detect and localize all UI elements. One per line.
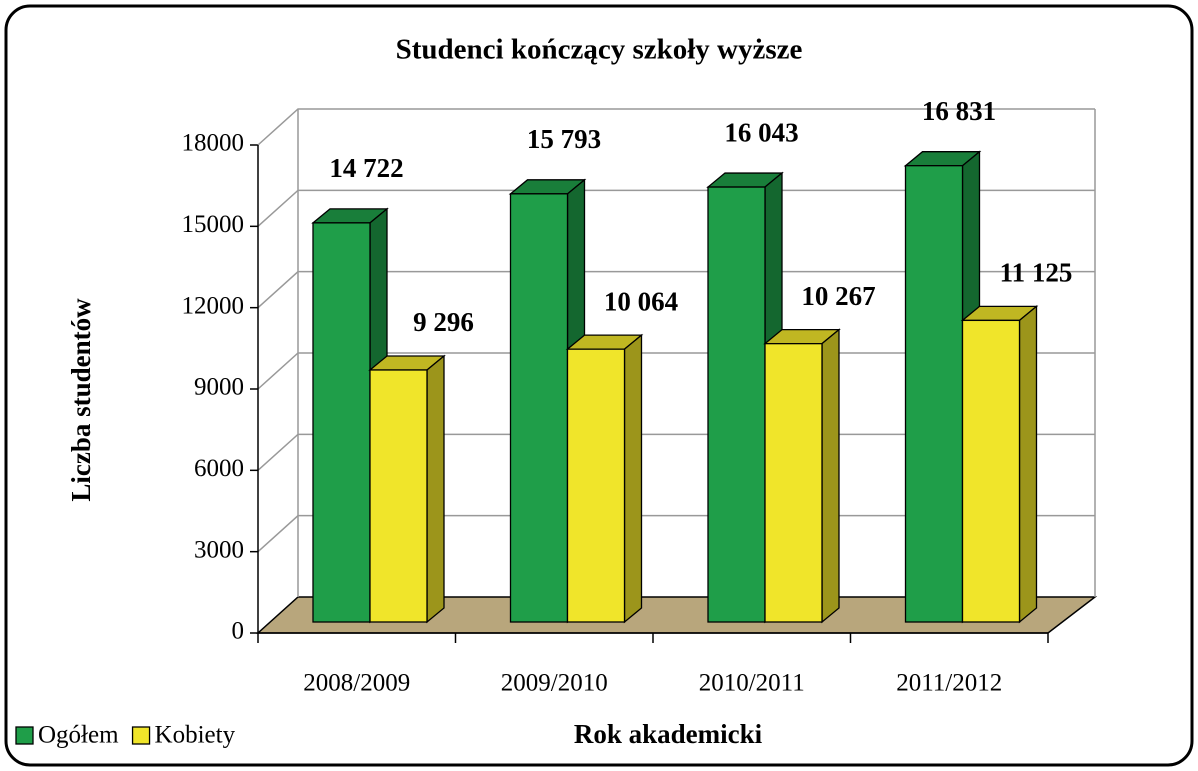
- data-label: 10 064: [604, 286, 678, 316]
- legend-swatch: [15, 726, 34, 745]
- x-tick-label: 2009/2010: [501, 670, 608, 697]
- x-tick-label: 2011/2012: [896, 670, 1002, 697]
- data-label: 16 831: [922, 96, 996, 126]
- y-tick-label: 0: [232, 618, 245, 645]
- bar-side: [1018, 305, 1038, 624]
- data-label: 16 043: [724, 117, 798, 147]
- bar: [566, 348, 626, 623]
- x-tick-label: 2010/2011: [699, 670, 805, 697]
- y-tick-label: 9000: [194, 374, 244, 401]
- bar: [764, 343, 823, 623]
- data-label: 9 296: [413, 307, 474, 337]
- y-tick-label: 18000: [182, 130, 245, 157]
- data-label: 14 722: [329, 153, 403, 183]
- bar: [707, 186, 766, 623]
- x-axis-label: Rok akademicki: [574, 719, 763, 749]
- y-tick-label: 3000: [194, 536, 244, 563]
- data-label: 10 267: [801, 281, 875, 311]
- bar-side: [426, 354, 445, 624]
- bar: [509, 193, 569, 623]
- legend-swatch: [131, 726, 151, 745]
- legend-label: Ogółem: [38, 722, 119, 749]
- y-axis-label: Liczba studentów: [66, 298, 96, 502]
- x-tick-label: 2008/2009: [303, 670, 410, 697]
- bar: [312, 222, 371, 623]
- bar: [961, 319, 1021, 623]
- y-tick-label: 6000: [194, 455, 244, 482]
- y-tick-label: 15000: [182, 211, 245, 238]
- y-tick-label: 12000: [182, 292, 245, 319]
- data-label: 11 125: [1000, 258, 1073, 288]
- legend-label: Kobiety: [155, 722, 236, 749]
- bar-side: [623, 333, 643, 624]
- bar-side: [821, 328, 840, 624]
- chart-title: Studenci kończący szkoły wyższe: [396, 34, 803, 66]
- bar: [369, 369, 428, 623]
- data-label: 15 793: [527, 124, 601, 154]
- bar: [904, 165, 964, 623]
